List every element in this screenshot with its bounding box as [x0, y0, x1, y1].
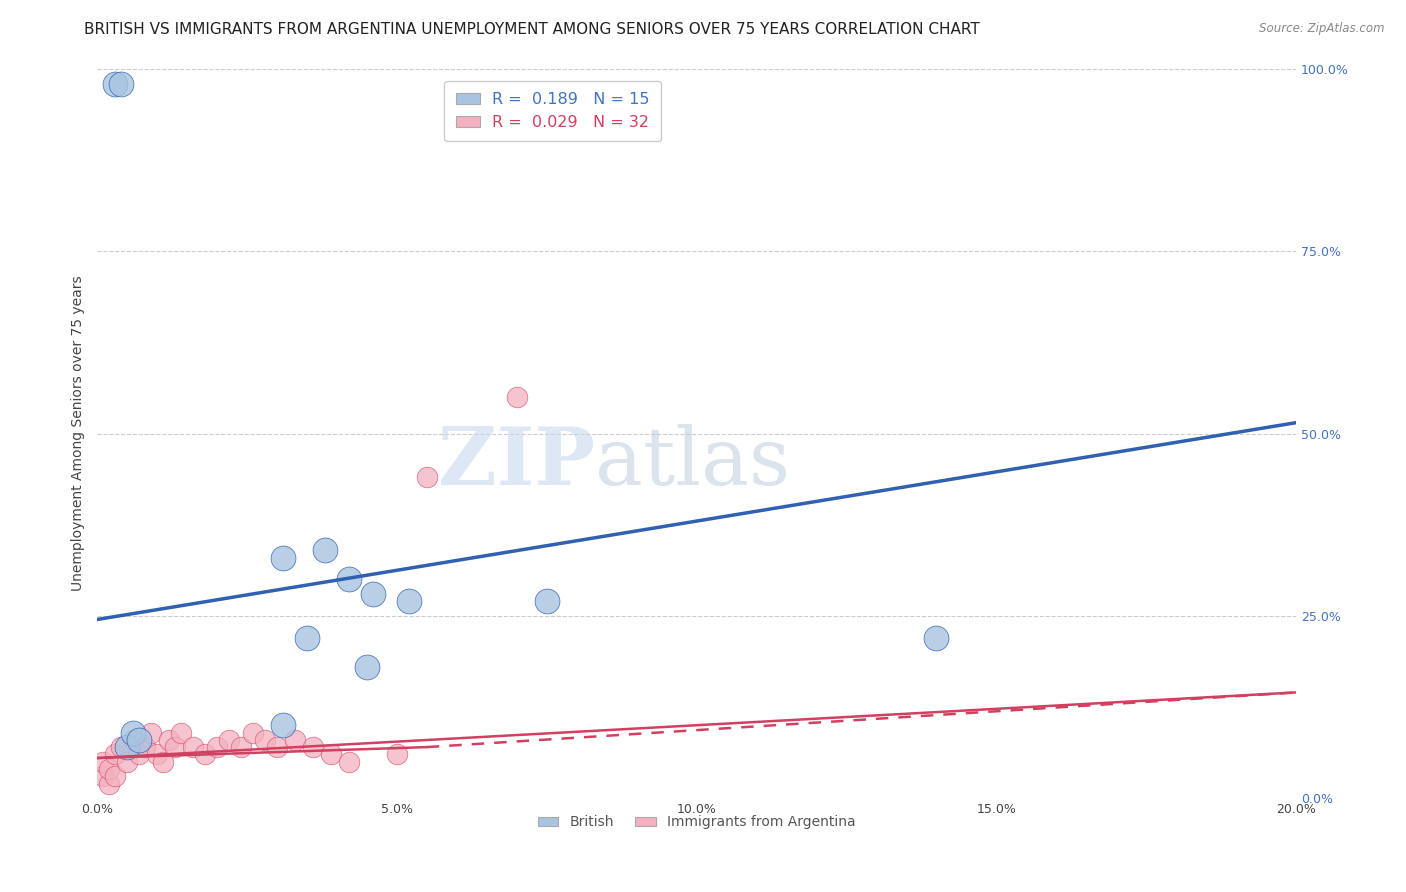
Point: [284, 732, 307, 747]
Point: [398, 594, 420, 608]
Point: [139, 725, 162, 739]
Point: [385, 747, 408, 762]
Point: [271, 718, 294, 732]
Text: Source: ZipAtlas.com: Source: ZipAtlas.com: [1260, 22, 1385, 36]
Point: [266, 740, 288, 755]
Y-axis label: Unemployment Among Seniors over 75 years: Unemployment Among Seniors over 75 years: [72, 276, 86, 591]
Point: [229, 740, 252, 755]
Point: [110, 740, 132, 755]
Point: [146, 747, 169, 762]
Point: [104, 77, 127, 91]
Point: [128, 732, 150, 747]
Point: [319, 747, 342, 762]
Point: [134, 740, 156, 755]
Text: atlas: atlas: [595, 424, 790, 502]
Point: [104, 769, 127, 783]
Point: [506, 390, 529, 404]
Text: ZIP: ZIP: [437, 424, 595, 502]
Point: [337, 755, 360, 769]
Point: [122, 725, 145, 739]
Point: [157, 732, 180, 747]
Point: [536, 594, 558, 608]
Point: [110, 77, 132, 91]
Legend: British, Immigrants from Argentina: British, Immigrants from Argentina: [531, 810, 860, 835]
Point: [416, 470, 439, 484]
Point: [314, 543, 336, 558]
Point: [205, 740, 228, 755]
Text: BRITISH VS IMMIGRANTS FROM ARGENTINA UNEMPLOYMENT AMONG SENIORS OVER 75 YEARS CO: BRITISH VS IMMIGRANTS FROM ARGENTINA UNE…: [84, 22, 980, 37]
Point: [91, 755, 114, 769]
Point: [163, 740, 186, 755]
Point: [356, 660, 378, 674]
Point: [302, 740, 325, 755]
Point: [253, 732, 276, 747]
Point: [361, 587, 384, 601]
Point: [295, 631, 318, 645]
Point: [98, 762, 121, 776]
Point: [218, 732, 240, 747]
Point: [98, 776, 121, 790]
Point: [91, 769, 114, 783]
Point: [170, 725, 193, 739]
Point: [122, 732, 145, 747]
Point: [181, 740, 204, 755]
Point: [115, 755, 138, 769]
Point: [242, 725, 264, 739]
Point: [152, 755, 174, 769]
Point: [271, 550, 294, 565]
Point: [115, 740, 138, 755]
Point: [194, 747, 217, 762]
Point: [925, 631, 948, 645]
Point: [104, 747, 127, 762]
Point: [337, 573, 360, 587]
Point: [128, 747, 150, 762]
